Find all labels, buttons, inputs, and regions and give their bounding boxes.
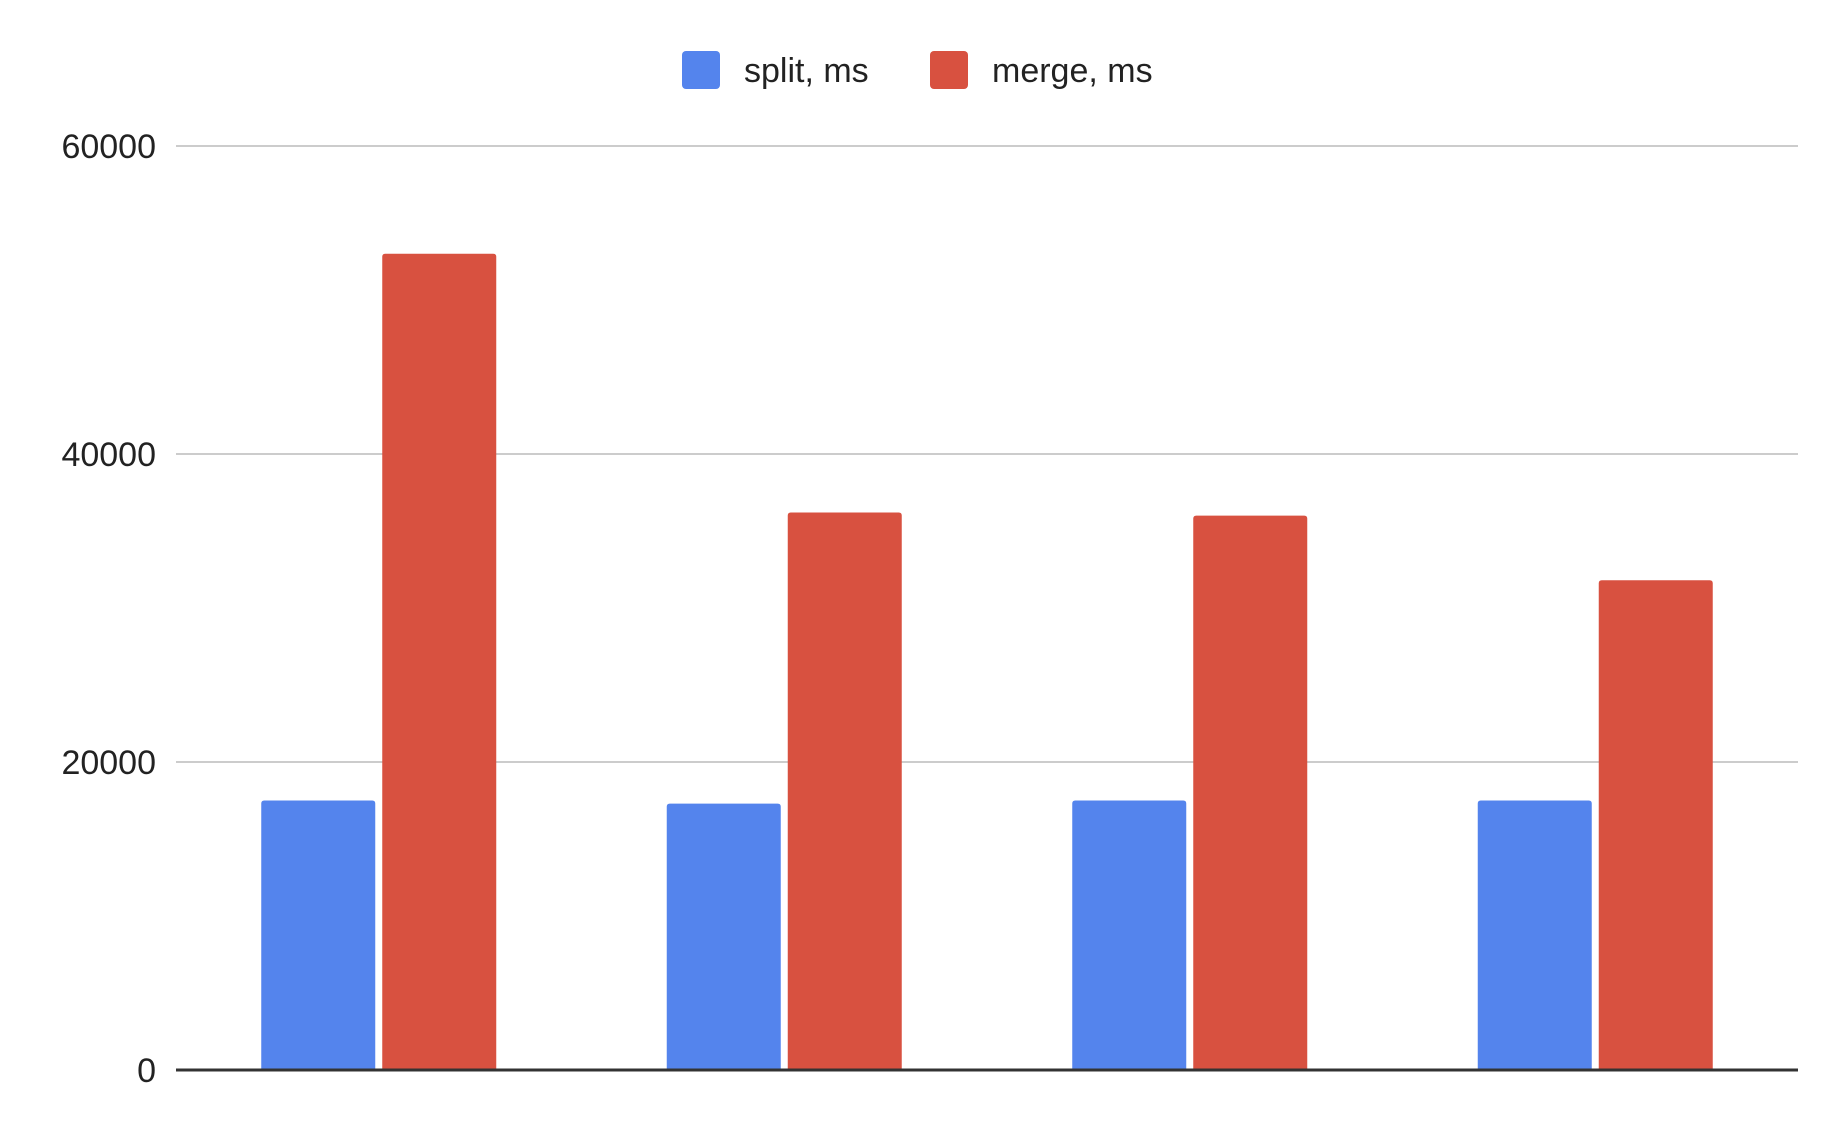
bar-split (261, 800, 376, 1070)
legend-label: split, ms (744, 52, 869, 90)
y-tick-label: 20000 (61, 744, 156, 782)
y-axis: 0 20000 40000 60000 (61, 128, 1798, 1090)
y-tick-label: 40000 (61, 436, 156, 474)
bar-split (1477, 800, 1592, 1070)
legend: split, ms merge, ms (682, 51, 1153, 90)
bars (261, 253, 1713, 1071)
bar-merge (787, 512, 902, 1070)
legend-label: merge, ms (992, 52, 1153, 90)
bar-merge (1193, 515, 1308, 1070)
bar-merge (382, 253, 497, 1071)
y-tick-label: 0 (137, 1052, 156, 1090)
legend-swatch (682, 51, 720, 89)
y-tick-label: 60000 (61, 128, 156, 166)
bar-split (1072, 800, 1187, 1070)
bar-split (666, 803, 781, 1070)
bar-merge (1598, 580, 1713, 1070)
legend-swatch (930, 51, 968, 89)
